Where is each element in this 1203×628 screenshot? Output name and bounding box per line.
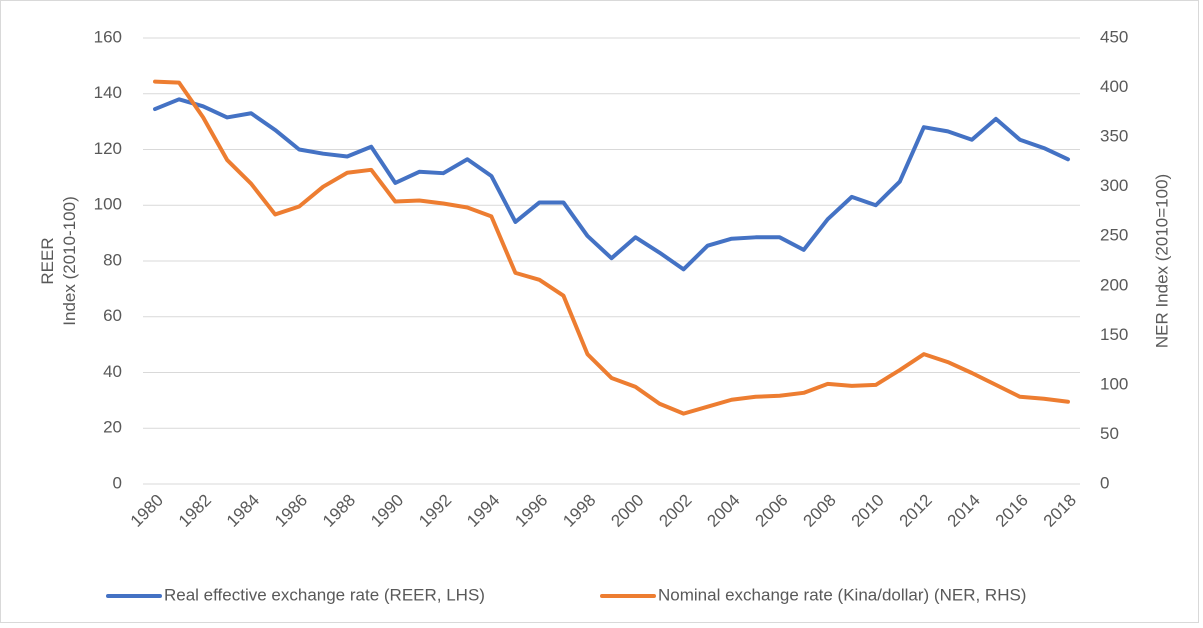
y-tick-label: 60: [103, 306, 122, 325]
y2-tick-label: 100: [1100, 374, 1128, 393]
y-tick-label: 140: [94, 83, 122, 102]
y2-tick-label: 50: [1100, 424, 1119, 443]
y2-tick-label: 450: [1100, 27, 1128, 46]
y2-axis-title: NER Index (2010=100): [1152, 174, 1171, 348]
y2-tick-label: 350: [1100, 127, 1128, 146]
y2-tick-label: 300: [1100, 176, 1128, 195]
y-tick-label: 100: [94, 195, 122, 214]
y-axis-title: REER Index (2010-100): [38, 196, 79, 325]
y2-tick-label: 400: [1100, 77, 1128, 96]
y-tick-label: 120: [94, 139, 122, 158]
y2-tick-label: 0: [1100, 473, 1109, 492]
y-tick-label: 20: [103, 418, 122, 437]
y2-tick-label: 150: [1100, 325, 1128, 344]
legend-label: Real effective exchange rate (REER, LHS): [164, 585, 485, 604]
series-line: [153, 97, 1070, 272]
legend-label: Nominal exchange rate (Kina/dollar) (NER…: [658, 585, 1026, 604]
y-axis-title-line: REER: [38, 237, 57, 284]
y2-tick-label: 200: [1100, 275, 1128, 294]
series-line: [153, 79, 1070, 416]
y-tick-label: 80: [103, 250, 122, 269]
y-tick-label: 0: [113, 473, 122, 492]
y-axis-title-line: Index (2010-100): [60, 196, 79, 325]
y-tick-label: 160: [94, 27, 122, 46]
y-tick-label: 40: [103, 362, 122, 381]
y2-tick-label: 250: [1100, 226, 1128, 245]
